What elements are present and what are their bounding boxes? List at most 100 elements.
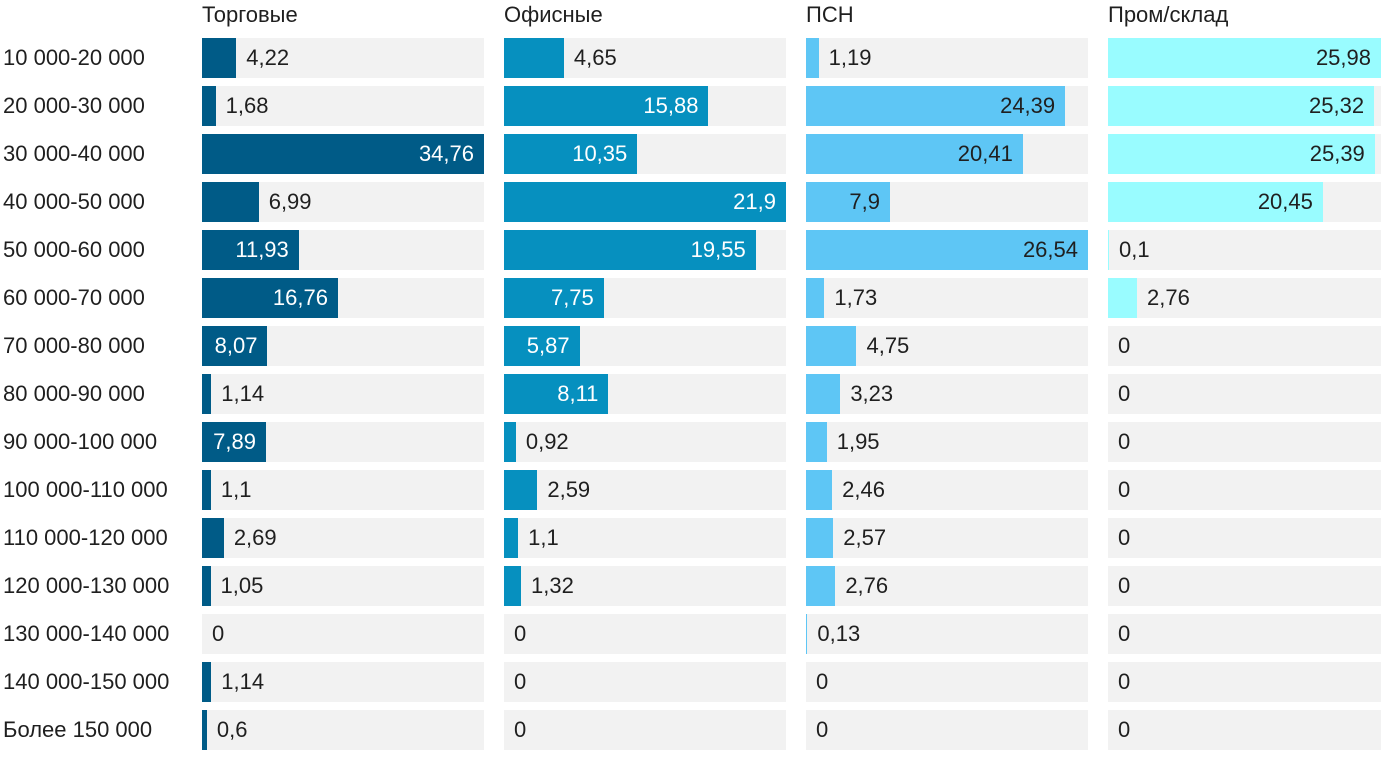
bar-track: 0 <box>1108 614 1381 654</box>
data-label: 2,59 <box>547 477 591 502</box>
bar-track: 0 <box>504 710 786 750</box>
bar-track: 1,14 <box>202 662 484 702</box>
data-label: 21,9 <box>733 189 776 214</box>
bar[interactable] <box>504 278 604 318</box>
bar[interactable] <box>504 134 638 174</box>
data-label: 0 <box>514 669 527 694</box>
category-label: 120 000-130 000 <box>3 573 170 598</box>
bar[interactable] <box>504 230 756 270</box>
bar[interactable] <box>806 470 833 510</box>
bar[interactable] <box>806 566 836 606</box>
bar-track: 11,93 <box>202 230 484 270</box>
bar[interactable] <box>1108 38 1381 78</box>
data-label: 2,46 <box>842 477 885 502</box>
bar[interactable] <box>202 518 224 558</box>
bar-track: 1,19 <box>806 38 1088 78</box>
bar[interactable] <box>1108 182 1323 222</box>
bar-track: 0,1 <box>1108 230 1381 270</box>
bar[interactable] <box>1108 278 1137 318</box>
data-label: 0 <box>1118 333 1131 358</box>
bar[interactable] <box>806 374 841 414</box>
bar-track: 7,75 <box>504 278 786 318</box>
bar[interactable] <box>202 566 211 606</box>
data-label: 0,1 <box>1119 237 1150 262</box>
bar[interactable] <box>1108 86 1375 126</box>
bar[interactable] <box>202 470 211 510</box>
bar-track: 7,9 <box>806 182 1088 222</box>
bar[interactable] <box>806 326 857 366</box>
bar-track: 20,45 <box>1108 182 1381 222</box>
data-label: 0 <box>514 717 527 742</box>
bar[interactable] <box>202 422 266 462</box>
bar-track: 1,1 <box>202 470 484 510</box>
bar[interactable] <box>504 566 521 606</box>
data-label: 0,6 <box>216 717 248 742</box>
bar[interactable] <box>202 182 259 222</box>
category-label: 20 000-30 000 <box>3 93 145 118</box>
bar-track: 0 <box>1108 470 1381 510</box>
data-label: 4,22 <box>246 45 290 70</box>
category-label: 10 000-20 000 <box>3 45 145 70</box>
bar[interactable] <box>806 38 819 78</box>
bar[interactable] <box>504 374 609 414</box>
bar[interactable] <box>202 38 237 78</box>
bar[interactable] <box>504 86 709 126</box>
bar[interactable] <box>202 134 484 174</box>
bar[interactable] <box>504 38 564 78</box>
bar[interactable] <box>504 326 580 366</box>
bar[interactable] <box>202 326 268 366</box>
bar[interactable] <box>806 278 825 318</box>
bar-track: 0 <box>806 662 1088 702</box>
data-label: 1,14 <box>221 669 265 694</box>
series-header: Офисные <box>504 2 603 27</box>
category-label: 140 000-150 000 <box>3 669 170 694</box>
data-label: 0 <box>1118 381 1131 406</box>
bar[interactable] <box>202 374 212 414</box>
bar[interactable] <box>504 470 538 510</box>
bar[interactable] <box>504 182 786 222</box>
bar-track: 0 <box>1108 422 1381 462</box>
bar[interactable] <box>1108 134 1375 174</box>
bar-track: 0,13 <box>806 614 1088 654</box>
data-label: 19,55 <box>690 237 746 262</box>
bar-track: 26,54 <box>806 230 1088 270</box>
data-label: 11,93 <box>235 237 289 262</box>
bar[interactable] <box>202 278 338 318</box>
bar-track: 34,76 <box>202 134 484 174</box>
bar-track: 0 <box>1108 566 1381 606</box>
bar-track: 1,95 <box>806 422 1088 462</box>
bar[interactable] <box>504 422 516 462</box>
bar[interactable] <box>806 230 1088 270</box>
data-label: 1,68 <box>225 93 269 118</box>
bar[interactable] <box>806 518 834 558</box>
bar[interactable] <box>1108 230 1110 270</box>
bar-track: 0 <box>504 614 786 654</box>
bar[interactable] <box>202 710 207 750</box>
data-label: 3,23 <box>850 381 894 406</box>
bar-track: 3,23 <box>806 374 1088 414</box>
bar[interactable] <box>806 422 827 462</box>
bar-track: 2,46 <box>806 470 1088 510</box>
bar-track: 5,87 <box>504 326 786 366</box>
bar[interactable] <box>202 86 216 126</box>
bar[interactable] <box>806 614 808 654</box>
data-label: 25,39 <box>1309 141 1365 166</box>
data-label: 0 <box>1118 525 1131 550</box>
bar-track: 6,99 <box>202 182 484 222</box>
bar-track: 0 <box>1108 374 1381 414</box>
bar-track: 25,98 <box>1108 38 1381 78</box>
category-label: 40 000-50 000 <box>3 189 145 214</box>
data-label: 2,57 <box>843 525 887 550</box>
bar[interactable] <box>202 662 212 702</box>
bar[interactable] <box>806 134 1023 174</box>
bar[interactable] <box>806 182 890 222</box>
bar-track: 2,76 <box>1108 278 1381 318</box>
bar-track: 16,76 <box>202 278 484 318</box>
bar[interactable] <box>202 230 299 270</box>
bar[interactable] <box>504 518 519 558</box>
category-label: 110 000-120 000 <box>3 525 168 550</box>
bar[interactable] <box>806 86 1066 126</box>
data-label: 1,1 <box>528 525 559 550</box>
category-label: 30 000-40 000 <box>3 141 145 166</box>
category-label: 70 000-80 000 <box>3 333 145 358</box>
